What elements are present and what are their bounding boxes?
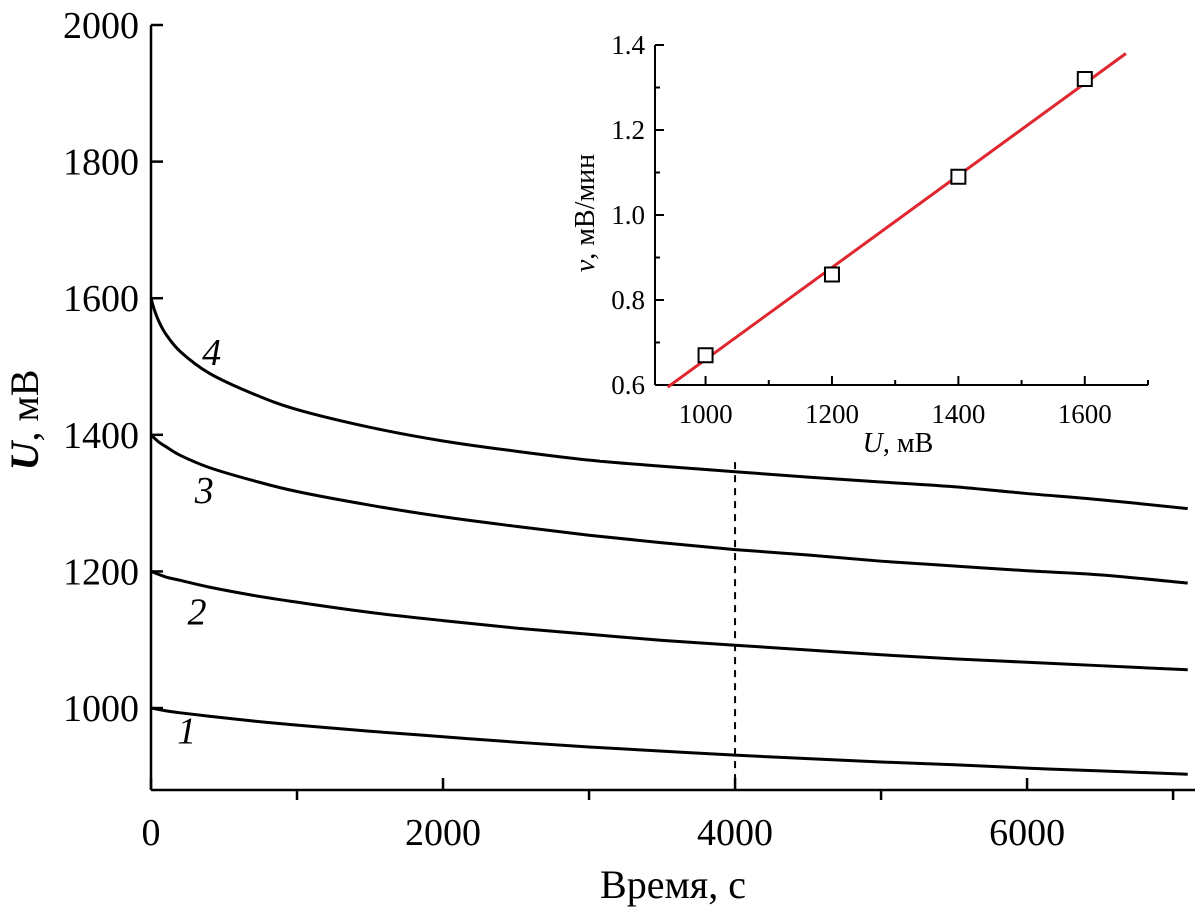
curve-3 [149, 433, 1188, 585]
main-curves: 1 2 3 4 [149, 297, 1188, 776]
inset-x-tick-label: 1400 [931, 399, 985, 429]
inset-point [1076, 71, 1093, 87]
inset-y-tick-label: 1.2 [611, 115, 645, 145]
y-axis-unit: , мВ [2, 370, 47, 442]
y-axis-var: U [2, 439, 47, 470]
curve-label-1: 1 [177, 711, 196, 753]
inset-y-axis-title: v, мВ/мин [570, 154, 601, 272]
curve-label-3: 3 [194, 470, 214, 512]
curve-4 [149, 297, 1188, 511]
inset-x-tick-label: 1000 [679, 399, 733, 429]
inset-y-axis-unit: , мВ/мин [570, 154, 601, 260]
inset-x-axis-unit: , мВ [883, 428, 933, 459]
inset-points [697, 71, 1093, 364]
inset-y-tick-label: 1.0 [611, 200, 645, 230]
inset-point [823, 266, 840, 283]
y-axis-title: U, мВ [2, 370, 47, 471]
inset-y-axis-var: v [570, 259, 601, 272]
inset-y-tick-label: 0.8 [611, 285, 645, 315]
y-tick-label: 1400 [63, 415, 139, 457]
curve-label-2: 2 [188, 592, 207, 634]
curve-label-4: 4 [202, 332, 221, 374]
main-ticks: 1000 1200 1400 1600 1800 2000 0 2000 4000 6000 [63, 5, 1175, 854]
y-tick-label: 1000 [63, 688, 139, 730]
x-tick-label: 2000 [405, 812, 481, 854]
inset-fit-line [666, 52, 1127, 389]
curve-2 [150, 570, 1188, 672]
inset-x-axis-title: U, мВ [863, 428, 934, 459]
y-tick-label: 1800 [63, 142, 139, 184]
inset-plot: 0.6 0.8 1.0 1.2 1.4 1000 1200 1400 1600 U, мВ v,… [570, 20, 1190, 460]
y-tick-label: 1200 [63, 551, 139, 593]
inset-x-tick-label: 1200 [805, 399, 859, 429]
x-tick-label: 4000 [697, 812, 773, 854]
inset-point [950, 168, 967, 185]
inset-x-tick-label: 1600 [1058, 399, 1112, 429]
x-axis-title: Время, с [600, 862, 746, 907]
inset-point [697, 347, 714, 364]
inset-x-axis-var: U [863, 428, 885, 459]
y-tick-label: 2000 [63, 5, 139, 47]
inset-y-tick-label: 0.6 [611, 370, 645, 400]
x-tick-label: 6000 [989, 812, 1065, 854]
x-tick-label: 0 [142, 812, 161, 854]
curve-1 [150, 706, 1188, 776]
inset-ticks: 0.6 0.8 1.0 1.2 1.4 1000 1200 1400 1600 [611, 30, 1149, 429]
y-tick-label: 1600 [63, 278, 139, 320]
inset-y-tick-label: 1.4 [611, 30, 645, 60]
inset-background [600, 20, 1190, 460]
